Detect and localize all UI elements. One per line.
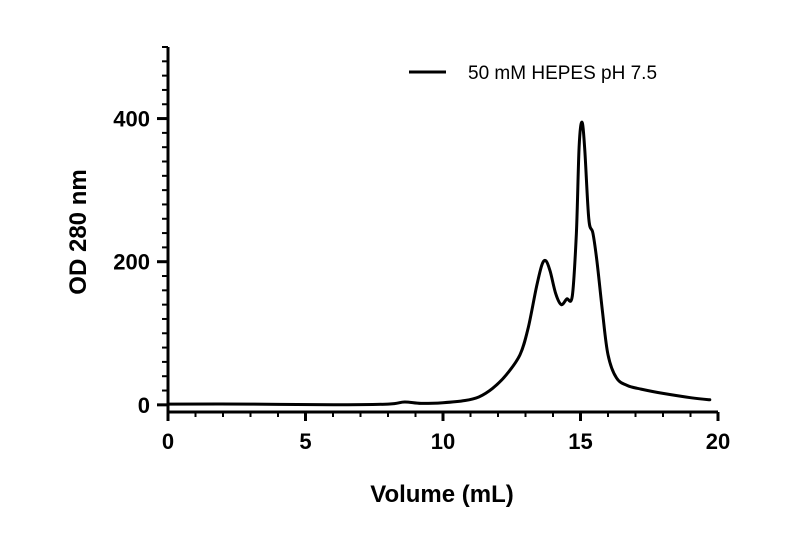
y-tick-label: 200 [113, 250, 150, 275]
x-tick-label: 20 [706, 429, 730, 454]
x-axis-title: Volume (mL) [370, 481, 514, 508]
x-tick-label: 10 [431, 429, 455, 454]
legend: 50 mM HEPES pH 7.5 [409, 63, 657, 84]
y-axis-title: OD 280 nm [65, 169, 92, 294]
y-tick-label: 0 [138, 393, 150, 418]
y-tick-label: 400 [113, 107, 150, 132]
series-layer [166, 120, 712, 407]
legend-label: 50 mM HEPES pH 7.5 [468, 63, 657, 84]
series-line [166, 120, 712, 407]
axes [166, 47, 718, 414]
x-tick-label: 15 [568, 429, 592, 454]
x-tick-label: 5 [299, 429, 311, 454]
x-tick-label: 0 [162, 429, 174, 454]
